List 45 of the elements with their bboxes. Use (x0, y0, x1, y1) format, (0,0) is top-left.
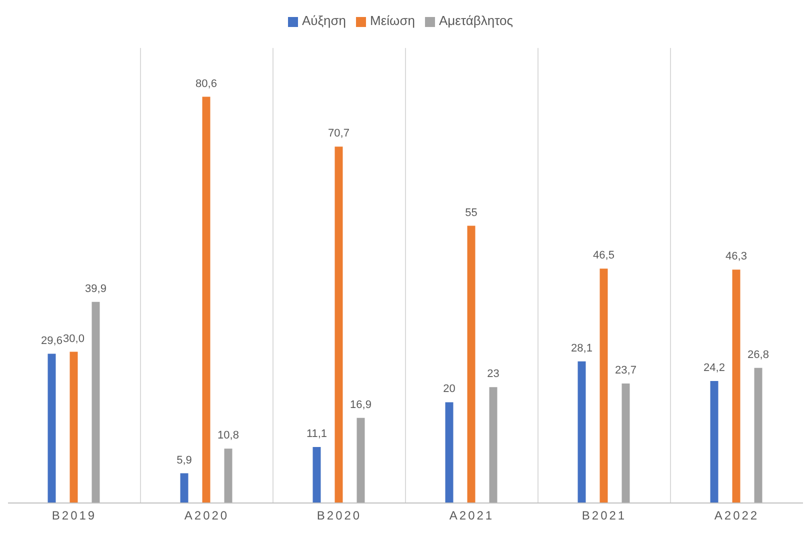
bar (202, 96, 210, 503)
bar (754, 368, 762, 503)
x-tick-label: A2022 (714, 508, 760, 523)
bar (489, 387, 498, 503)
legend-label: Μείωση (370, 13, 415, 28)
bar (224, 448, 232, 503)
x-tick-label: A2021 (449, 508, 494, 523)
bar (356, 418, 365, 503)
bar (48, 354, 56, 503)
bar (180, 473, 188, 503)
bar (467, 226, 476, 503)
bar (710, 381, 718, 503)
bar (334, 146, 343, 503)
data-label: 70,7 (328, 128, 350, 140)
bar (92, 302, 100, 503)
data-label: 30,0 (63, 332, 84, 345)
data-label: 39,9 (85, 282, 106, 295)
data-label: 23,7 (615, 364, 636, 377)
data-label: 28,1 (571, 342, 592, 354)
bar (578, 361, 586, 503)
data-label: 20 (443, 383, 456, 396)
bar (600, 268, 608, 503)
data-label: 80,6 (196, 78, 217, 90)
x-tick-label: B2019 (52, 508, 97, 523)
data-label: 11,1 (306, 428, 328, 440)
bar (445, 402, 454, 503)
data-label: 46,5 (593, 250, 614, 262)
x-tick-label: B2020 (316, 508, 362, 523)
data-label: 26,8 (748, 348, 769, 361)
legend-label: Αμετάβλητος (438, 13, 514, 28)
data-label: 46,3 (726, 250, 747, 263)
bar (312, 447, 321, 503)
bar (732, 270, 740, 503)
data-label: 10,8 (218, 430, 239, 442)
bar (622, 384, 630, 503)
bar (70, 352, 78, 503)
data-label: 29,6 (41, 334, 62, 347)
data-label: 16,9 (350, 398, 372, 411)
data-label: 5,9 (176, 454, 192, 466)
x-tick-label: A2020 (184, 508, 230, 523)
x-tick-label: B2021 (582, 508, 627, 523)
data-label: 23 (487, 368, 500, 380)
data-label: 24,2 (704, 362, 725, 374)
legend-label: Αύξηση (302, 13, 346, 28)
data-label: 55 (465, 206, 478, 219)
